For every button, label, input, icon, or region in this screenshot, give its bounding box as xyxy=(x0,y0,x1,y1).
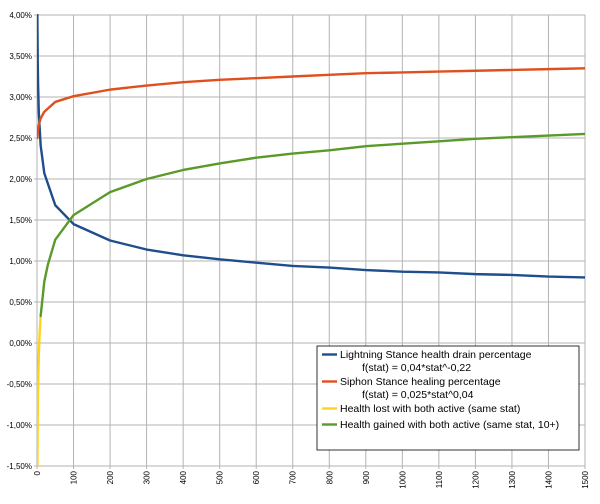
x-tick-label: 100 xyxy=(70,470,79,484)
y-tick-label: -1,50% xyxy=(7,462,32,471)
x-tick-label: 1100 xyxy=(435,470,444,488)
y-tick-label: 0,00% xyxy=(9,339,32,348)
x-tick-label: 300 xyxy=(143,470,152,484)
axes: -1,50% -1,00% -0,50% 0,00% 0,50% 1,00% 1,50% 2,… xyxy=(7,11,590,489)
y-tick-label: 1,00% xyxy=(9,257,32,266)
x-tick-label: 500 xyxy=(216,470,225,484)
x-tick-label: 1000 xyxy=(398,470,407,488)
legend-label: Health lost with both active (same stat) xyxy=(340,403,520,415)
y-tick-label: 2,00% xyxy=(9,175,32,184)
x-tick-label: 400 xyxy=(179,470,188,484)
x-tick-label: 1500 xyxy=(581,470,590,488)
series-line xyxy=(39,132,585,318)
series-line xyxy=(37,314,42,467)
y-tick-label: 1,50% xyxy=(9,216,32,225)
legend-formula: f(stat) = 0,025*stat^0,04 xyxy=(362,389,474,401)
y-tick-label: -0,50% xyxy=(7,380,32,389)
x-tick-label: 1300 xyxy=(508,470,517,488)
legend-box xyxy=(316,345,580,451)
series-line xyxy=(37,14,585,279)
y-tick-label: -1,00% xyxy=(7,421,32,430)
x-tick-label: 0 xyxy=(33,470,42,475)
x-tick-label: 1200 xyxy=(471,470,480,488)
y-tick-label: 3,50% xyxy=(9,52,32,61)
x-tick-label: 800 xyxy=(325,470,334,484)
x-tick-label: 600 xyxy=(252,470,261,484)
x-tick-label: 700 xyxy=(289,470,298,484)
legend-formula: f(stat) = 0,04*stat^-0,22 xyxy=(362,362,471,374)
y-tick-label: 2,50% xyxy=(9,134,32,143)
x-tick-label: 200 xyxy=(106,470,115,484)
series-lines xyxy=(37,14,585,467)
legend-label: Siphon Stance healing percentage xyxy=(340,376,501,388)
legend: Lightning Stance health drain percentage… xyxy=(316,345,580,451)
x-tick-label: 1400 xyxy=(544,470,553,488)
series-line xyxy=(37,67,585,140)
y-tick-label: 4,00% xyxy=(9,11,32,20)
legend-label: Lightning Stance health drain percentage xyxy=(340,349,532,361)
plot-area-border xyxy=(36,14,586,467)
legend-label: Health gained with both active (same sta… xyxy=(340,419,559,431)
x-tick-label: 900 xyxy=(362,470,371,484)
y-tick-label: 0,50% xyxy=(9,298,32,307)
y-tick-label: 3,00% xyxy=(9,93,32,102)
